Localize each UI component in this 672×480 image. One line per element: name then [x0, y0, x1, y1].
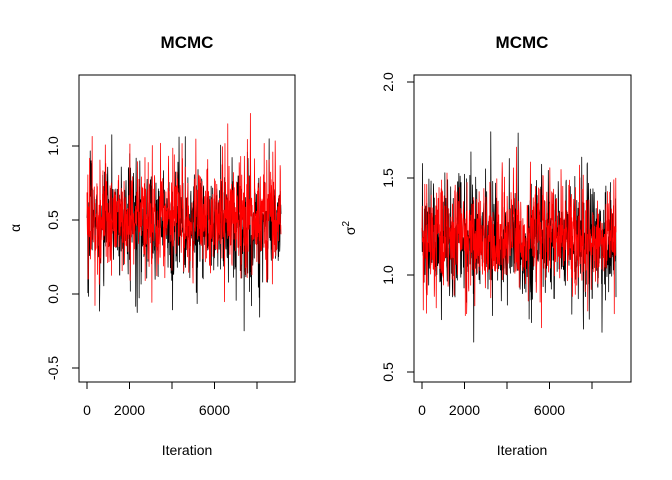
- y-tick-label-1.0-sigma2: 1.0: [380, 265, 396, 285]
- panel-sigma2: MCMC 0 2000 6000 Iteration 2.0 1.5 1.0 0…: [341, 33, 632, 458]
- y-tick-label-1.0-alpha: 1.0: [45, 136, 61, 156]
- x-axis-label-sigma2: Iteration: [497, 442, 548, 458]
- y-axis-alpha: 1.0 0.5 0.0 -0.5 α: [7, 136, 80, 380]
- y-axis-label-sigma2: σ2: [341, 220, 358, 235]
- x-axis-label-alpha: Iteration: [162, 442, 213, 458]
- x-tick-label-2000-alpha: 2000: [114, 402, 145, 418]
- x-tick-label-6000-sigma2: 6000: [534, 402, 565, 418]
- y-tick-label-1.5-sigma2: 1.5: [380, 168, 396, 188]
- y-axis-label-sigma-symbol: σ: [342, 226, 358, 235]
- x-axis-alpha: 0 2000 6000 Iteration: [83, 381, 258, 458]
- series-group-alpha: [86, 112, 282, 332]
- y-axis-sigma2: 2.0 1.5 1.0 0.5 σ2: [341, 72, 415, 382]
- series-group-sigma2: [421, 131, 617, 343]
- y-tick-label-neg0.5-alpha: -0.5: [45, 356, 61, 380]
- x-tick-label-0-alpha: 0: [83, 402, 91, 418]
- x-tick-label-2000-sigma2: 2000: [449, 402, 480, 418]
- chart-title-sigma2: MCMC: [496, 33, 549, 52]
- y-tick-label-2.0-sigma2: 2.0: [380, 72, 396, 92]
- x-tick-label-6000-alpha: 6000: [199, 402, 230, 418]
- trace-line-chain-2-sigma2: [421, 146, 617, 329]
- x-axis-sigma2: 0 2000 6000 Iteration: [418, 381, 593, 458]
- panel-alpha: MCMC 0 2000 6000 Iteration 1.0 0.5 0.0 -…: [7, 33, 296, 458]
- chart-title-alpha: MCMC: [161, 33, 214, 52]
- x-tick-label-0-sigma2: 0: [418, 402, 426, 418]
- y-tick-label-0.0-alpha: 0.0: [45, 284, 61, 304]
- trace-line-chain-2-alpha: [86, 112, 282, 306]
- y-axis-label-sigma-superscript: 2: [341, 220, 352, 226]
- y-axis-label-alpha: α: [7, 224, 23, 232]
- y-tick-label-0.5-sigma2: 0.5: [380, 362, 396, 382]
- y-tick-label-0.5-alpha: 0.5: [45, 210, 61, 230]
